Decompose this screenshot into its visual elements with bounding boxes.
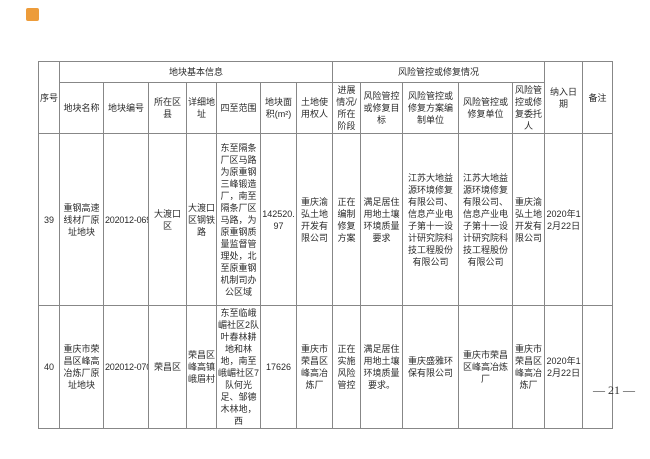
cell-serial: 39 [38,133,60,306]
cell-risk-target: 满足居住用地土壤环境质量要求。 [360,305,404,429]
header-address: 详细地址 [186,82,217,134]
cell-client: 重庆渝弘土地开发有限公司 [512,133,546,306]
header-parcel-code: 地块编号 [103,82,149,134]
cell-serial: 40 [38,305,60,429]
cell-progress-stage: 正在实施风险管控 [332,305,362,429]
header-plan-unit: 风险管控或修复方案编制单位 [402,82,460,134]
cell-parcel-name: 重庆市荣昌区峰高冶炼厂原址地块 [59,305,104,429]
cell-parcel-code: 202012-070 [103,305,149,429]
header-remark: 备注 [582,61,614,134]
cell-remark [582,305,614,429]
header-sub-row: 地块名称 地块编号 所在区县 详细地址 四至范围 地块面积(m²) 土地使用权人… [39,82,613,134]
cell-repair-unit: 重庆市荣昌区峰高冶炼厂 [458,305,514,429]
cell-inclusion-date: 2020年12月22日 [544,133,584,306]
orange-marker-icon [26,8,39,21]
cell-boundary: 东至临峨嵋社区2队叶春林耕地和林地，南至峨嵋社区7队何光足、邹德木林地，西 [216,305,261,429]
table-row-40: 40 重庆市荣昌区峰高冶炼厂原址地块 202012-070 荣昌区 荣昌区峰高镇… [38,305,614,429]
cell-area: 17626 [260,305,297,429]
header-inclusion-date: 纳入日期 [544,61,584,134]
cell-remark [582,133,614,306]
cell-district: 荣昌区 [148,305,187,429]
cell-address: 大渡口区钢铁路 [186,133,217,306]
cell-land-user: 重庆渝弘土地开发有限公司 [295,133,334,306]
cell-progress-stage: 正在编制修复方案 [332,133,362,306]
cell-plan-unit: 重庆盛雅环保有限公司 [402,305,460,429]
header-area: 地块面积(m²) [260,82,297,134]
cell-parcel-name: 重钢高速线材厂原址地块 [59,133,104,306]
cell-plan-unit: 江苏大地益源环境修复有限公司、信息产业电子第十一设计研究院科技工程股份有限公司 [402,133,460,306]
cell-parcel-code: 202012-069 [103,133,149,306]
cell-risk-target: 满足居住用地土壤环境质量要求 [360,133,404,306]
header-repair-unit: 风险管控或修复单位 [458,82,514,134]
table-row-39: 39 重钢高速线材厂原址地块 202012-069 大渡口区 大渡口区钢铁路 东… [38,133,614,306]
header-progress-stage: 进展情况/所在阶段 [332,82,362,134]
header-group-row: 序号 地块基本信息 风险管控或修复情况 纳入日期 备注 [38,61,614,134]
cell-address: 荣昌区峰高镇峨眉村 [186,305,217,429]
cell-inclusion-date: 2020年12月22日 [544,305,584,429]
cell-area: 142520.97 [260,133,297,306]
cell-district: 大渡口区 [148,133,187,306]
header-boundary: 四至范围 [216,82,261,134]
header-district: 所在区县 [148,82,187,134]
header-risk-target: 风险管控或修复目标 [360,82,404,134]
cell-land-user: 重庆市荣昌区峰高冶炼厂 [295,305,334,429]
cell-boundary: 东至隔条厂区马路为原重钢三峰锻造厂，南至隔条厂区马路，为原重钢质量监督管理处，北… [216,133,261,306]
cell-client: 重庆市荣昌区峰高冶炼厂 [512,305,546,429]
page-number: — 21 — [593,383,635,397]
header-parcel-name: 地块名称 [59,82,104,134]
header-land-user: 土地使用权人 [295,82,334,134]
header-group-basic-info: 地块基本信息 [58,61,334,83]
header-serial: 序号 [38,61,60,134]
header-client: 风险管控或修复委托人 [512,82,546,134]
land-parcel-table: 序号 地块基本信息 风险管控或修复情况 纳入日期 备注 地块名称 地块编号 所在… [38,61,614,429]
cell-repair-unit: 江苏大地益源环境修复有限公司、信息产业电子第十一设计研究院科技工程股份有限公司 [458,133,514,306]
header-group-risk-control: 风险管控或修复情况 [332,61,546,83]
